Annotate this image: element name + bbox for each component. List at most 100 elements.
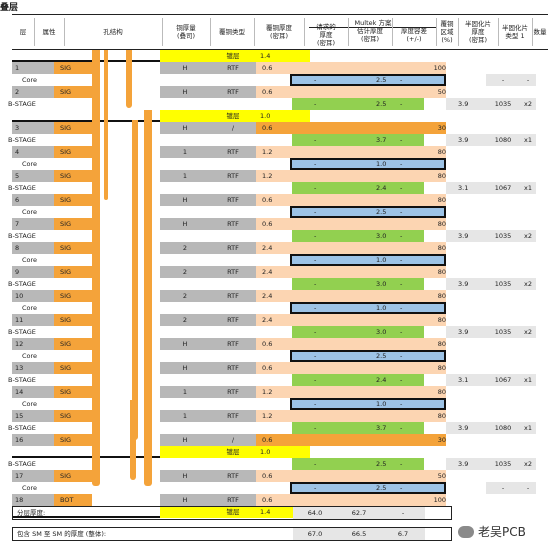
layer-attribute: SIG — [54, 194, 92, 206]
core-fill — [292, 304, 444, 312]
copper-type: RTF — [210, 494, 256, 506]
bstage-estimated: 2.4 — [376, 376, 387, 384]
wechat-icon — [458, 525, 474, 538]
layer-number: 13 — [12, 362, 57, 374]
layer-attribute: SIG — [54, 338, 92, 350]
core-label: Core — [22, 400, 38, 408]
core-line — [290, 206, 446, 208]
bstage-label: B-STAGE — [8, 328, 36, 336]
col-separator — [304, 18, 305, 46]
bstage-label: B-STAGE — [8, 100, 36, 108]
copper-oz: H — [160, 338, 210, 350]
col-header-oz: 铜厚量 (叠司) — [176, 24, 196, 40]
stackup-row-layer: 15 SIG 1 RTF 1.2 80 — [0, 410, 554, 422]
layer-attribute: SIG — [54, 170, 92, 182]
summary-row: 包含 SM 至 SM 的厚度 (整体): 67.0 66.5 6.7 — [12, 527, 452, 541]
stackup-row-layer: 9 SIG 2 RTF 2.4 80 — [0, 266, 554, 278]
summary-label: 包含 SM 至 SM 的厚度 (整体): — [17, 530, 107, 538]
core-tolerance-dash: - — [400, 256, 403, 264]
copper-area: 80 — [424, 170, 446, 182]
prepreg-type: 1080 — [486, 422, 520, 434]
prepreg-thickness: 3.9 — [446, 230, 498, 242]
prepreg-thickness: 3.1 — [446, 182, 498, 194]
core-tolerance-dash: - — [400, 352, 403, 360]
col-separator — [34, 18, 35, 46]
table-header: Multek 方案 层 属性 孔结构 铜厚量 (叠司) 覆铜类型 覆铜厚度 (密耳) 请求的… — [12, 14, 548, 50]
layer-number: 1 — [12, 62, 57, 74]
prepreg-type: 1080 — [486, 134, 520, 146]
mask-line — [12, 120, 160, 122]
bstage-label: B-STAGE — [8, 376, 36, 384]
stackup-row-core: Core -2.5- - - — [0, 482, 554, 494]
bstage-requested-dash: - — [314, 328, 317, 336]
copper-oz: 1 — [160, 146, 210, 158]
stackup-row-layer: 18 BOT H RTF 0.6 100 — [0, 494, 554, 506]
copper-thickness: 1.2 — [256, 410, 430, 422]
copper-area: 80 — [424, 242, 446, 254]
prepreg-type-empty: - — [486, 482, 520, 494]
copper-area: 100 — [424, 494, 446, 506]
copper-type: RTF — [210, 338, 256, 350]
col-separator — [498, 18, 499, 46]
core-tick — [290, 398, 292, 410]
layer-number: 9 — [12, 266, 57, 278]
layer-number: 8 — [12, 242, 57, 254]
via-hole-icon — [132, 120, 138, 440]
copper-type: RTF — [210, 362, 256, 374]
copper-oz: H — [160, 470, 210, 482]
core-line — [290, 398, 446, 400]
core-line — [290, 482, 446, 484]
stackup-row-layer: 13 SIG H RTF 0.6 80 — [0, 362, 554, 374]
mask-line — [12, 60, 160, 62]
core-tick — [444, 350, 446, 362]
stackup-row-bstage: B-STAGE - 3.7 - 3.9 1080 x1 — [0, 422, 554, 434]
col-separator — [392, 18, 393, 46]
copper-type: RTF — [210, 194, 256, 206]
bstage-estimated: 2.4 — [376, 184, 387, 192]
core-requested-dash: - — [314, 76, 317, 84]
stackup-table: 镀层 1.4 1 SIG H RTF 0.6 100 Core -2.5- - -2 SIG H RTF 0.… — [0, 50, 554, 518]
core-tolerance-dash: - — [400, 400, 403, 408]
core-line — [290, 360, 446, 362]
stackup-row-mask: 镀层 1.0 — [0, 446, 554, 458]
copper-oz: H — [160, 362, 210, 374]
copper-type: / — [210, 122, 256, 134]
bstage-label: B-STAGE — [8, 232, 36, 240]
copper-type: RTF — [210, 314, 256, 326]
copper-type: RTF — [210, 218, 256, 230]
core-line — [290, 158, 446, 160]
core-tolerance-dash: - — [400, 160, 403, 168]
stackup-row-bstage: B-STAGE - 3.0 - 3.9 1035 x2 — [0, 230, 554, 242]
copper-area: 80 — [424, 146, 446, 158]
prepreg-qty: x1 — [520, 182, 536, 194]
copper-type: RTF — [210, 290, 256, 302]
core-fill — [292, 256, 444, 264]
core-tick — [290, 206, 292, 218]
core-tick — [290, 74, 292, 86]
core-fill — [292, 352, 444, 360]
bstage-tolerance-dash: - — [400, 376, 403, 384]
col-separator — [64, 18, 65, 46]
core-fill — [292, 76, 444, 84]
bstage-label: B-STAGE — [8, 136, 36, 144]
copper-thickness: 2.4 — [256, 242, 430, 254]
bstage-estimated: 2.5 — [376, 460, 387, 468]
stackup-row-layer: 16 SIG H/0.6 30 — [0, 434, 554, 446]
bstage-estimated: 3.7 — [376, 136, 387, 144]
core-requested-dash: - — [314, 484, 317, 492]
stackup-row-layer: 11 SIG 2 RTF 2.4 80 — [0, 314, 554, 326]
copper-type: RTF — [210, 410, 256, 422]
core-tick — [444, 482, 446, 494]
prepreg-type: 1035 — [486, 230, 520, 242]
copper-oz: H — [160, 434, 210, 446]
core-requested-dash: - — [314, 256, 317, 264]
via-hole-icon — [92, 50, 100, 486]
watermark-text: 老吴PCB — [478, 525, 526, 539]
prepreg-type: 1067 — [486, 374, 520, 386]
copper-type: RTF — [210, 86, 256, 98]
bstage-label: B-STAGE — [8, 280, 36, 288]
core-line — [290, 492, 446, 494]
core-line — [290, 216, 446, 218]
stackup-row-layer: 1 SIG H RTF 0.6 100 — [0, 62, 554, 74]
col-separator — [162, 18, 163, 46]
